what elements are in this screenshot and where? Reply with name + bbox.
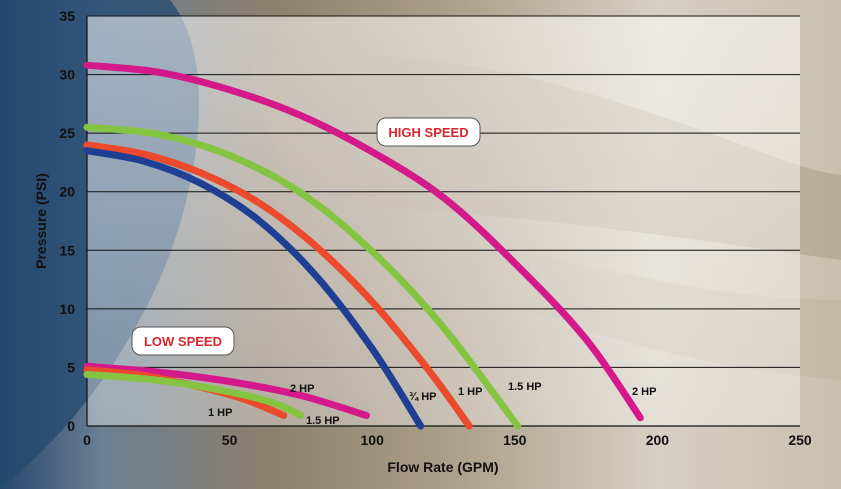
label-1-5hp-low: 1.5 HP — [306, 415, 340, 427]
label-2hp-high: 2 HP — [632, 386, 656, 398]
low-speed-label: LOW SPEED — [144, 334, 222, 349]
y-tick-label: 5 — [67, 359, 75, 375]
x-axis-title: Flow Rate (GPM) — [387, 459, 498, 475]
y-tick-label: 0 — [67, 418, 75, 434]
label-three-quarter-hp: ¾ HP — [409, 391, 437, 403]
high-speed-label: HIGH SPEED — [388, 125, 468, 140]
x-tick-label: 250 — [788, 432, 812, 448]
label-1hp-high: 1 HP — [458, 386, 482, 398]
x-tick-label: 100 — [361, 432, 385, 448]
x-tick-label: 50 — [222, 432, 238, 448]
y-tick-label: 10 — [59, 301, 75, 317]
x-tick-label: 0 — [83, 432, 91, 448]
low-speed-badge: LOW SPEED — [132, 327, 234, 355]
y-tick-label: 25 — [59, 125, 75, 141]
high-speed-badge: HIGH SPEED — [377, 118, 480, 146]
x-tick-label: 200 — [646, 432, 670, 448]
label-1-5hp-high: 1.5 HP — [508, 381, 542, 393]
y-tick-label: 20 — [59, 184, 75, 200]
y-tick-label: 15 — [59, 242, 75, 258]
x-tick-label: 150 — [503, 432, 527, 448]
label-1hp-low: 1 HP — [208, 407, 232, 419]
y-axis-title: Pressure (PSI) — [33, 173, 49, 269]
y-tick-label: 35 — [59, 8, 75, 24]
label-2hp-low: 2 HP — [290, 383, 314, 395]
y-tick-label: 30 — [59, 67, 75, 83]
